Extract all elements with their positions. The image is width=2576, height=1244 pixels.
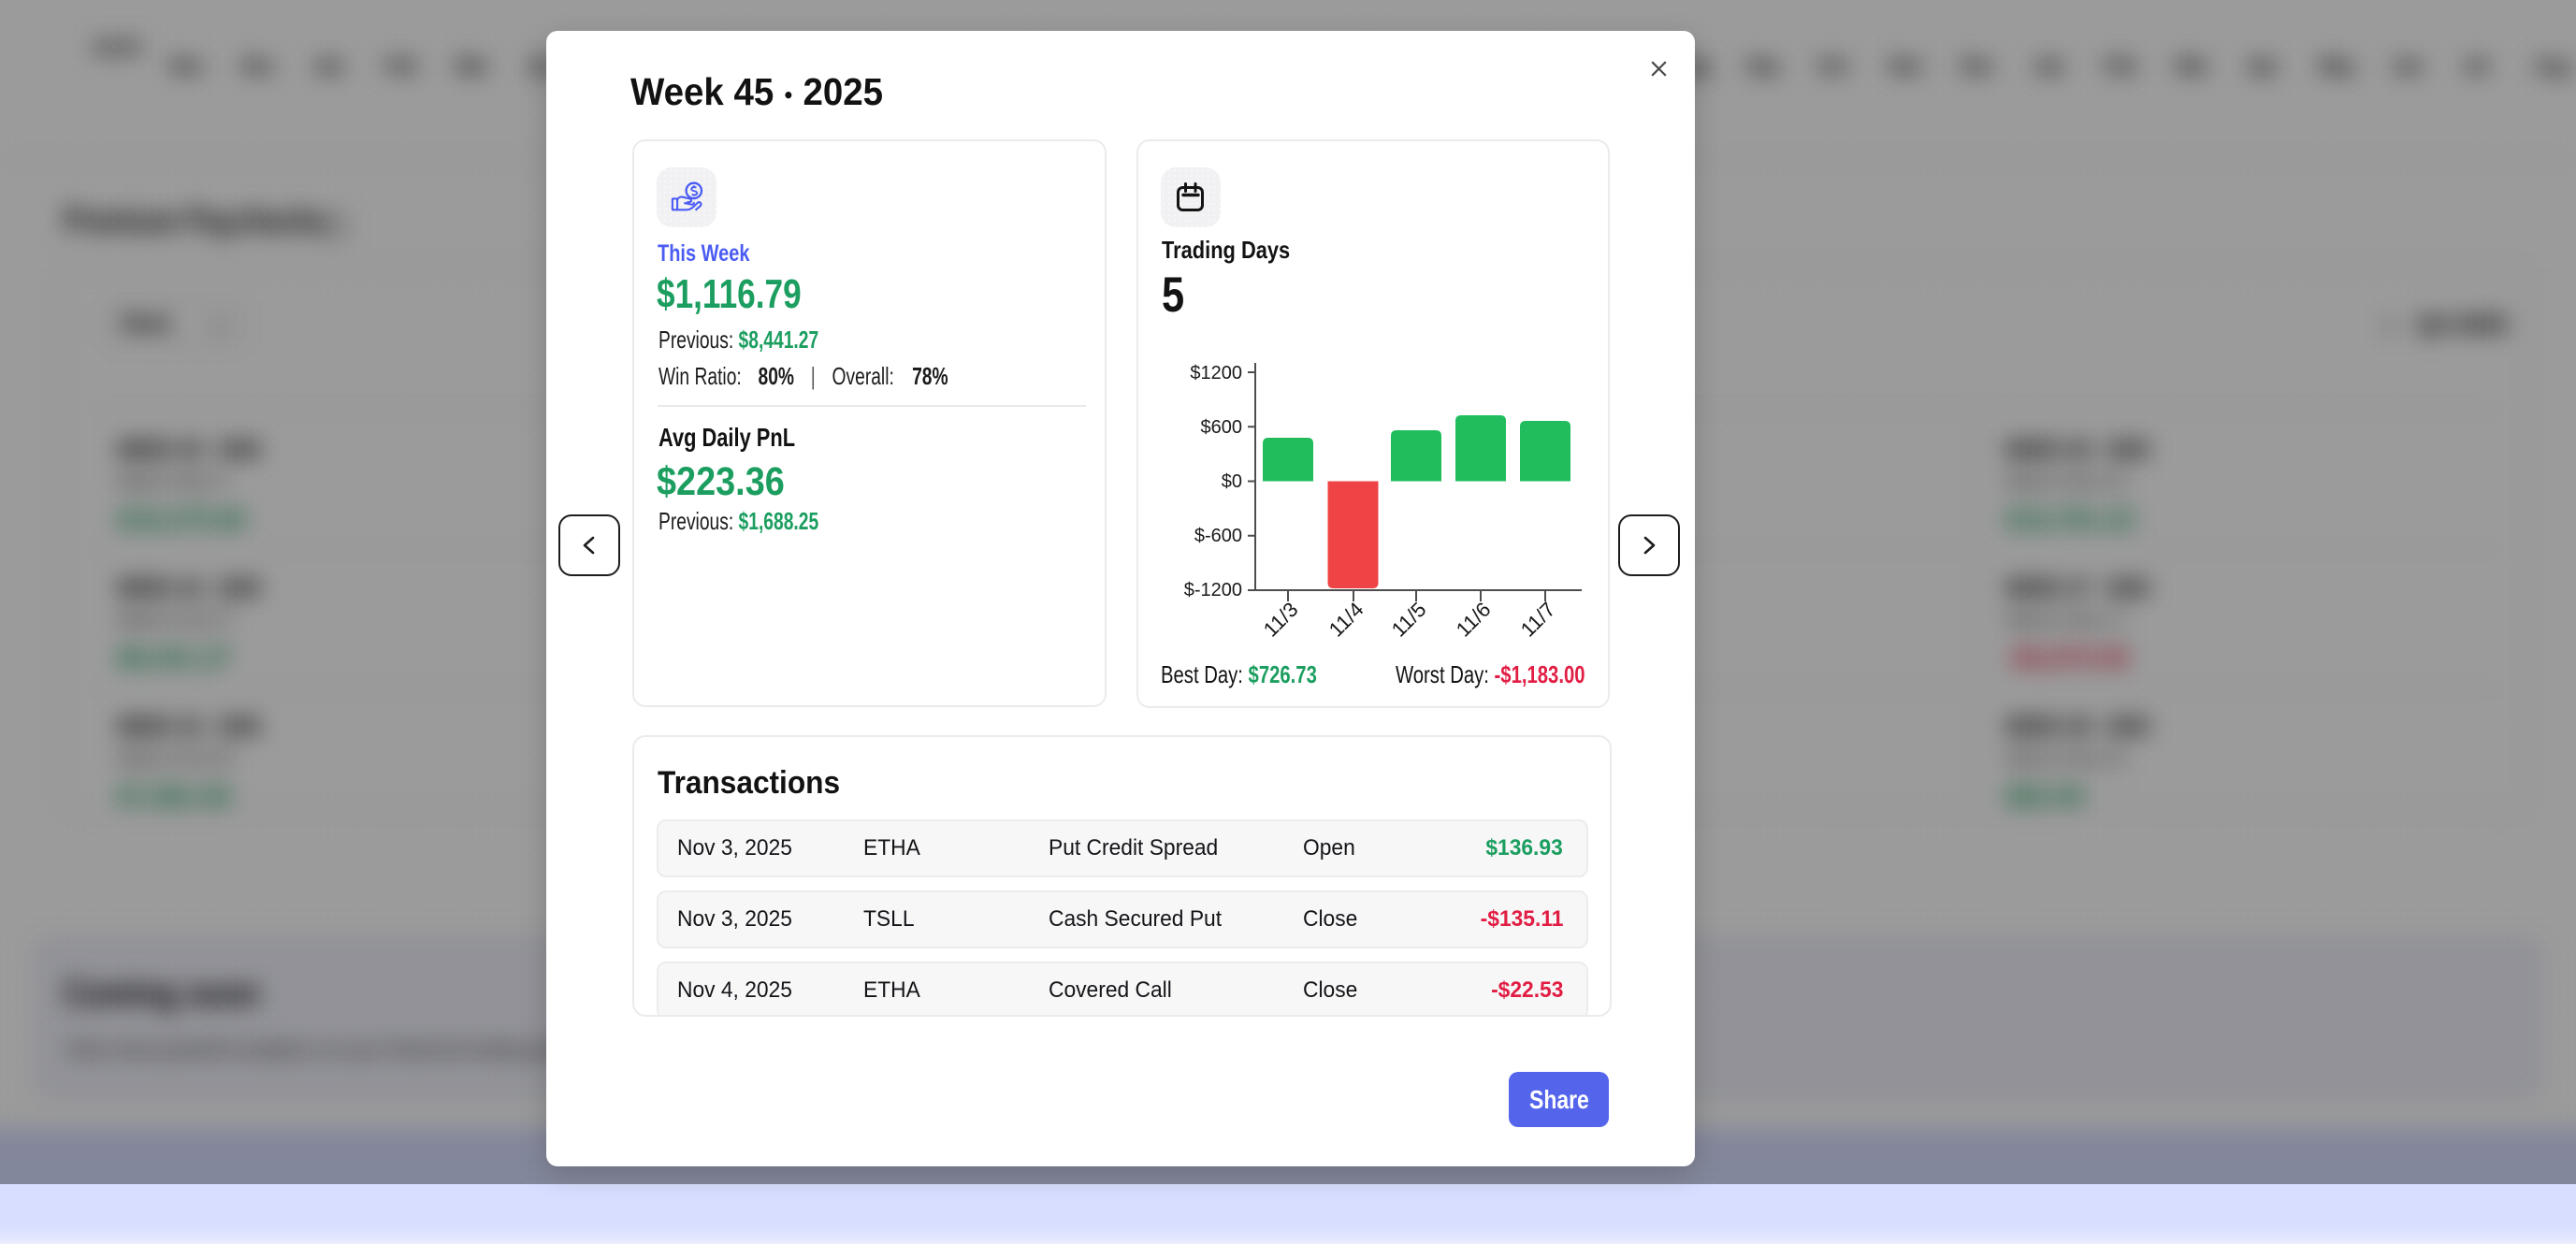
svg-text:$0: $0 xyxy=(1222,471,1242,492)
svg-text:$1200: $1200 xyxy=(1190,363,1242,383)
svg-text:$-600: $-600 xyxy=(1194,526,1242,546)
svg-text:11/4: 11/4 xyxy=(1324,598,1368,642)
svg-text:$600: $600 xyxy=(1201,417,1243,438)
svg-text:11/3: 11/3 xyxy=(1259,598,1303,642)
svg-text:11/6: 11/6 xyxy=(1452,598,1496,642)
svg-text:11/7: 11/7 xyxy=(1516,598,1560,642)
svg-text:11/5: 11/5 xyxy=(1387,598,1431,642)
svg-text:$-1200: $-1200 xyxy=(1184,580,1242,600)
